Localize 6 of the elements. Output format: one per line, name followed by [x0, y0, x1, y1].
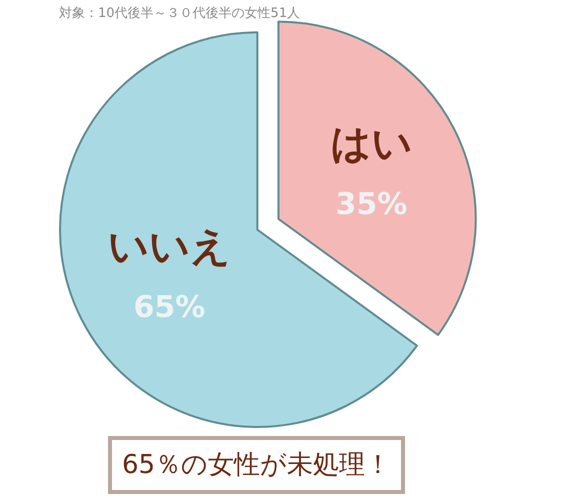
slice-label: はい [330, 120, 412, 167]
chart-subtitle: 対象：10代後半～３０代後半の女性51人 [59, 5, 300, 21]
data-label: 65% [134, 290, 206, 326]
slice-label: いいえ [108, 224, 231, 270]
data-label: 35% [336, 187, 408, 222]
text: 65％の女性が未処理！ [122, 450, 392, 480]
